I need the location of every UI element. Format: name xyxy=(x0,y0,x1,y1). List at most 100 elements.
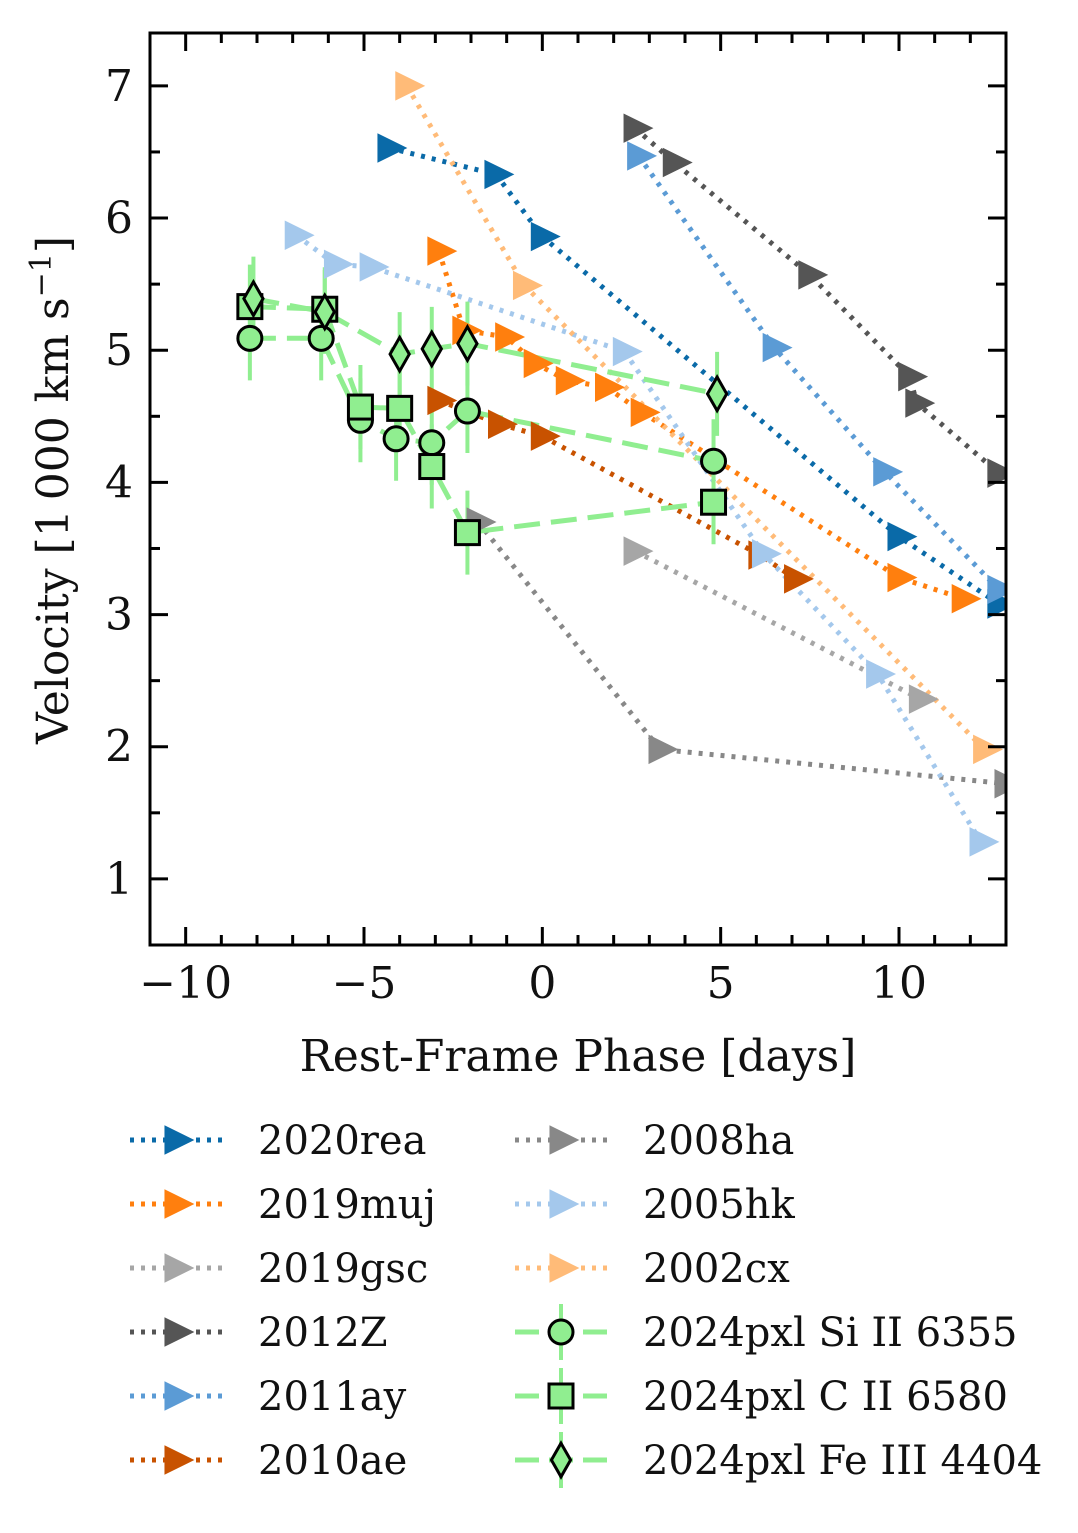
legend-item-2002cx: 2002cx xyxy=(515,1246,790,1292)
data-point-2024pxl-c-ii-6580 xyxy=(418,453,446,481)
plot-frame xyxy=(148,31,1008,947)
data-point-2011ay xyxy=(873,457,904,487)
legend-marker-2024pxl-c-ii-6580 xyxy=(547,1382,575,1410)
data-point-2005hk xyxy=(866,659,896,689)
legend-item-2019gsc: 2019gsc xyxy=(130,1246,428,1292)
data-point-2024pxl-fe-iii-4404 xyxy=(388,334,411,375)
data-point-2024pxl-si-ii-6355 xyxy=(418,429,446,457)
data-point-2002cx xyxy=(395,71,426,101)
data-point-2012z xyxy=(987,458,1006,488)
data-point-2008ha xyxy=(994,769,1006,799)
data-point-2012z xyxy=(623,113,654,143)
legend-label-2024pxl-c-ii-6580: 2024pxl C II 6580 xyxy=(643,1374,1008,1420)
data-point-2005hk xyxy=(751,539,782,569)
y-tick-label: 6 xyxy=(105,193,133,244)
data-point-2024pxl-fe-iii-4404 xyxy=(313,292,337,332)
data-point-2024pxl-fe-iii-4404 xyxy=(705,374,729,414)
x-tick-label: −5 xyxy=(332,958,397,1009)
data-point-2019gsc xyxy=(908,684,939,714)
data-point-2005hk xyxy=(969,827,1000,857)
data-point-2019muj xyxy=(495,322,526,352)
y-tick-label: 3 xyxy=(105,590,133,641)
legend-marker-2019gsc xyxy=(164,1253,195,1283)
data-point-2011ay xyxy=(762,332,793,363)
data-point-2002cx xyxy=(512,270,543,301)
legend-label-2024pxl-si-ii-6355: 2024pxl Si II 6355 xyxy=(643,1310,1018,1356)
legend-item-2024pxl-fe-iii-4404: 2024pxl Fe III 4404 xyxy=(515,1432,1042,1488)
legend-marker-2019muj xyxy=(164,1189,195,1219)
data-point-2024pxl-fe-iii-4404 xyxy=(456,323,479,364)
legend-marker-2008ha xyxy=(549,1125,580,1155)
legend-marker-2011ay xyxy=(164,1381,195,1411)
x-tick-label: 0 xyxy=(528,958,556,1009)
data-point-2012z xyxy=(798,260,829,290)
data-point-2024pxl-si-ii-6355 xyxy=(453,397,481,425)
legend-marker-2002cx xyxy=(549,1253,580,1283)
legend-label-2008ha: 2008ha xyxy=(643,1118,794,1164)
data-point-2005hk xyxy=(612,336,643,367)
legend-item-2019muj: 2019muj xyxy=(130,1182,436,1228)
series-line-2011ay xyxy=(636,154,1001,592)
data-point-2010ae xyxy=(427,385,458,416)
data-point-2020rea xyxy=(377,133,408,163)
data-point-2011ay xyxy=(627,141,658,171)
legend-marker-2005hk xyxy=(549,1189,580,1219)
data-point-2019muj xyxy=(630,397,661,428)
y-axis-label-thousand: 000 km s xyxy=(28,297,79,500)
y-tick-label: 5 xyxy=(105,325,133,376)
y-tick-label: 4 xyxy=(105,457,133,508)
y-axis-label-exponent: −1 xyxy=(24,253,59,297)
legend-label-2005hk: 2005hk xyxy=(643,1182,796,1228)
legend-item-2024pxl-c-ii-6580: 2024pxl C II 6580 xyxy=(515,1368,1008,1424)
legend-label-2019muj: 2019muj xyxy=(258,1182,436,1228)
ticks-layer: −10 −5 0 5 10 1 2 3 4 5 6 7 xyxy=(105,33,1008,1009)
legend-label-2012z: 2012Z xyxy=(258,1310,388,1356)
series-layer xyxy=(236,71,1006,857)
series-line-2012z xyxy=(633,126,1001,476)
data-point-2012z xyxy=(662,147,693,178)
x-tick-label: 10 xyxy=(871,958,927,1009)
data-point-2008ha xyxy=(648,734,679,765)
data-point-2020rea xyxy=(484,159,515,190)
y-axis-label: Velocity [1 000 km s−1] xyxy=(24,236,79,745)
data-point-2012z xyxy=(898,361,929,392)
x-tick-label: 5 xyxy=(707,958,735,1009)
legend-label-2010ae: 2010ae xyxy=(258,1438,407,1484)
data-point-2024pxl-c-ii-6580 xyxy=(346,393,374,421)
legend-item-2012z: 2012Z xyxy=(130,1310,388,1356)
y-tick-label: 1 xyxy=(105,854,133,905)
legend-item-2024pxl-si-ii-6355: 2024pxl Si II 6355 xyxy=(515,1304,1018,1360)
legend-marker-2012z xyxy=(164,1317,195,1347)
legend-item-2020rea: 2020rea xyxy=(130,1118,426,1164)
data-point-2024pxl-si-ii-6355 xyxy=(382,425,410,453)
data-point-2019muj xyxy=(555,365,586,396)
data-point-2024pxl-si-ii-6355 xyxy=(700,447,728,475)
data-point-2019muj xyxy=(887,562,918,593)
data-point-2019muj xyxy=(523,348,554,379)
data-point-2012z xyxy=(905,388,936,418)
legend-label-2020rea: 2020rea xyxy=(258,1118,426,1164)
legend-marker-2024pxl-fe-iii-4404 xyxy=(549,1440,573,1480)
data-point-2024pxl-si-ii-6355 xyxy=(307,324,335,352)
legend-marker-2020rea xyxy=(164,1125,195,1155)
legend: 2020rea 2019muj 2019gsc 2012Z 2011ay 2010ae 20… xyxy=(130,1118,1042,1488)
legend-item-2011ay: 2011ay xyxy=(130,1374,407,1420)
data-point-2011ay xyxy=(987,574,1006,605)
data-point-2010ae xyxy=(530,421,561,451)
series-line-2008ha xyxy=(476,520,1006,787)
legend-label-2019gsc: 2019gsc xyxy=(258,1246,428,1292)
y-tick-label: 7 xyxy=(105,61,133,112)
data-point-2010ae xyxy=(784,564,814,594)
series-line-2019muj xyxy=(436,250,964,602)
legend-label-2002cx: 2002cx xyxy=(643,1246,790,1292)
data-point-2005hk xyxy=(359,252,390,282)
data-point-2020rea xyxy=(887,521,918,552)
legend-item-2005hk: 2005hk xyxy=(515,1182,796,1228)
data-point-2020rea xyxy=(530,221,561,252)
data-point-2019muj xyxy=(427,236,458,266)
data-point-2024pxl-c-ii-6580 xyxy=(700,488,728,516)
data-point-2024pxl-c-ii-6580 xyxy=(386,394,414,422)
data-point-2019muj xyxy=(951,583,982,614)
y-axis-label-close: ] xyxy=(28,236,79,253)
